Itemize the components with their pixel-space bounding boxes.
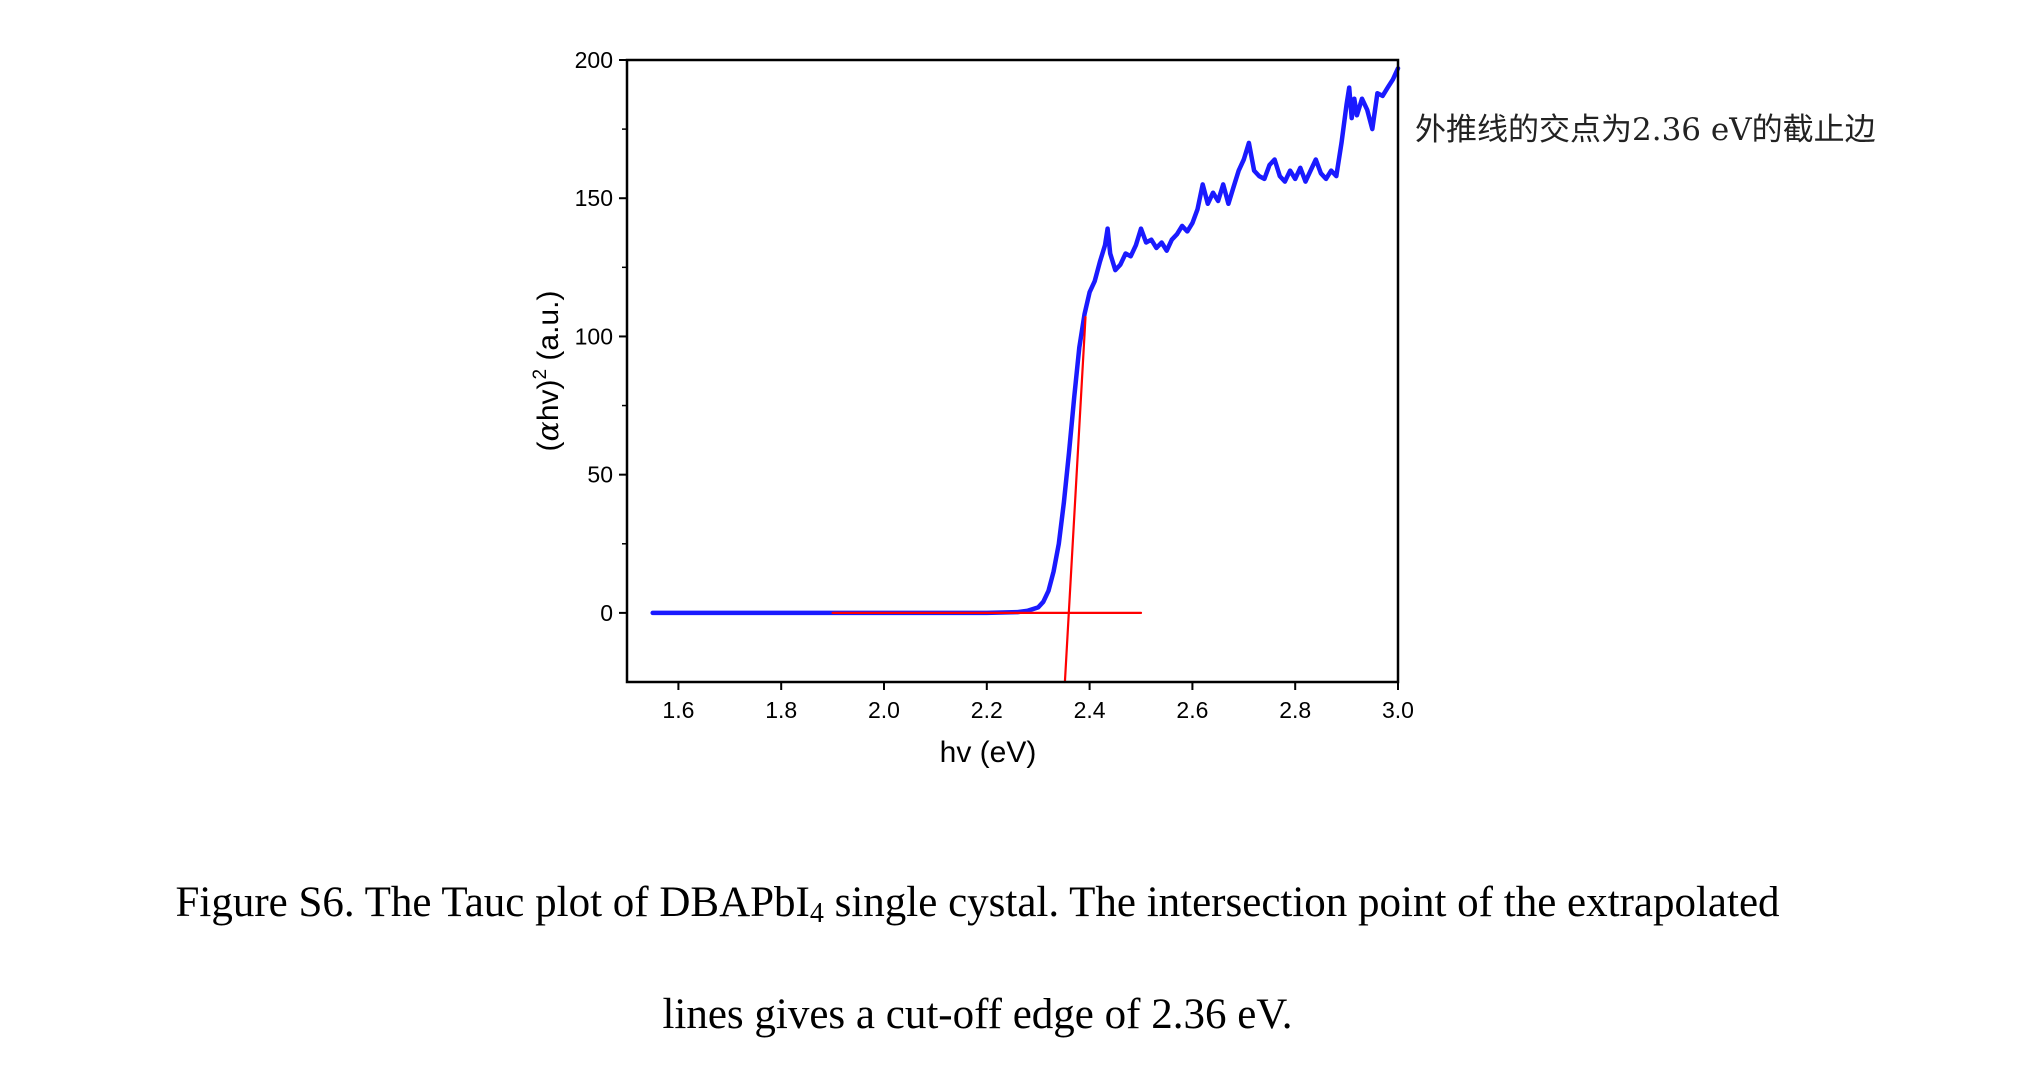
- x-axis-title: hv (eV): [940, 736, 1037, 769]
- y-tick-label: 150: [575, 185, 613, 211]
- y-tick-label: 50: [587, 462, 613, 488]
- figure-caption-line-1: Figure S6. The Tauc plot of DBAPbI4 sing…: [0, 878, 1955, 929]
- figure-caption-line-2: lines gives a cut-off edge of 2.36 eV.: [662, 991, 1293, 1038]
- x-tick-label: 2.2: [971, 697, 1003, 723]
- x-tick-label: 1.8: [765, 697, 797, 723]
- edge-fit-line: [1063, 316, 1087, 684]
- x-axis: 1.6 1.8 2.0 2.2 2.4 2.6 2.8 3.0: [662, 682, 1414, 723]
- caption-text: Figure S6. The Tauc plot of DBAPbI: [175, 879, 810, 926]
- y-axis-title: (αhv)2 (a.u.): [530, 291, 566, 452]
- caption-subscript: 4: [809, 898, 824, 929]
- plot-frame: [625, 58, 1400, 684]
- y-tick-label: 100: [575, 323, 613, 349]
- x-tick-label: 2.6: [1176, 697, 1208, 723]
- y-axis: 0 50 100 150 200: [575, 47, 627, 626]
- data-series-line: [650, 66, 1401, 616]
- plot-data-layer: [650, 66, 1401, 684]
- x-tick-label: 2.8: [1279, 697, 1311, 723]
- y-tick-label: 200: [575, 47, 613, 73]
- tauc-plot: 1.6 1.8 2.0 2.2 2.4 2.6 2.8 3.0 0 50 100 150 200 hv…: [530, 47, 1876, 769]
- x-tick-label: 1.6: [662, 697, 694, 723]
- annotation-cutoff-note: 外推线的交点为2.36 eV的截止边: [1415, 112, 1876, 148]
- x-tick-label: 3.0: [1382, 697, 1414, 723]
- y-tick-label: 0: [600, 600, 613, 626]
- x-tick-label: 2.4: [1074, 697, 1106, 723]
- x-tick-label: 2.0: [868, 697, 900, 723]
- caption-text: single cystal. The intersection point of…: [823, 879, 1780, 926]
